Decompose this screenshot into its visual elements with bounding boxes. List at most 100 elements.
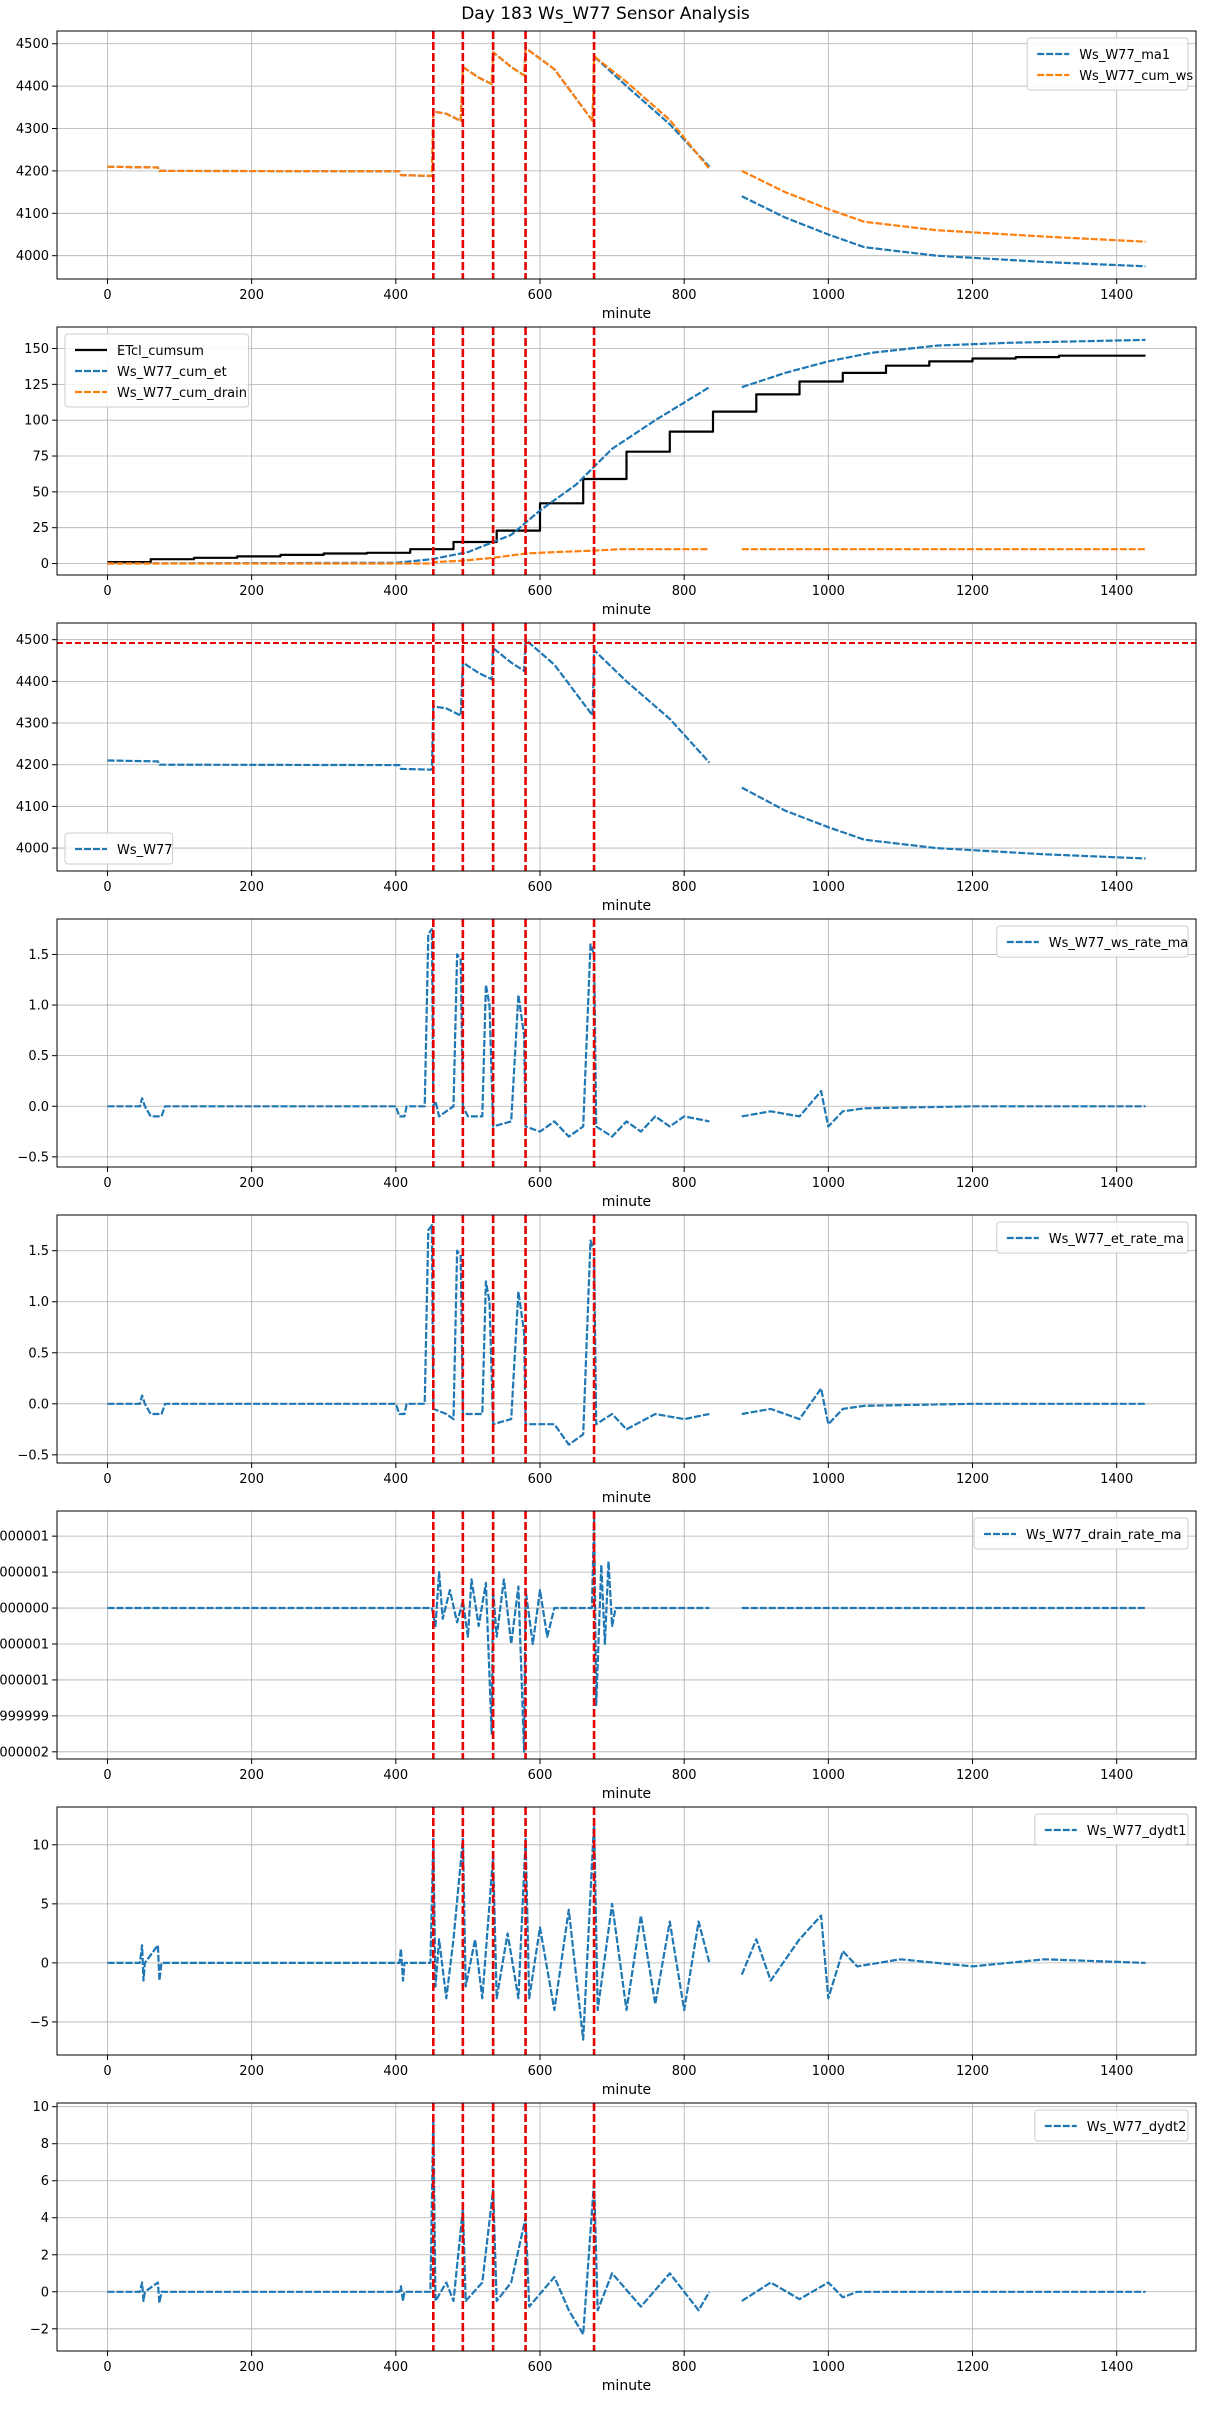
y-tick-label: 4200 xyxy=(16,758,49,773)
plot-frame xyxy=(56,2102,1197,2352)
x-tick-label: 400 xyxy=(383,288,408,303)
y-tick-label: −0.40000000000000002 xyxy=(0,1745,49,1760)
y-tick-label: 25 xyxy=(32,521,49,536)
y-tick-label: −0.5 xyxy=(17,1448,49,1463)
y-tick-label: 10 xyxy=(32,1838,49,1853)
legend-label: Ws_W77_drain_rate_ma xyxy=(1026,1528,1181,1543)
x-tick-label: 1200 xyxy=(956,2064,989,2079)
legend-label: Ws_W77_cum_et xyxy=(117,365,227,380)
x-tick-label: 800 xyxy=(672,2064,697,2079)
subplot-3: 0 200 400 600 800 1000 1200 1400 4000 4100 4200 430… xyxy=(16,622,1197,914)
legend-label: Ws_W77_dydt1 xyxy=(1087,1824,1187,1839)
series-line-Ws_W77 xyxy=(107,638,1146,860)
legend-label: Ws_W77 xyxy=(117,843,173,858)
x-tick-label: 200 xyxy=(239,1768,264,1783)
x-tick-label: 1400 xyxy=(1100,1768,1133,1783)
legend-box xyxy=(64,832,174,865)
x-tick-label: 600 xyxy=(528,1472,553,1487)
x-tick-label: 0 xyxy=(103,1472,111,1487)
x-tick-label: 600 xyxy=(528,288,553,303)
x-axis-label: minute xyxy=(602,2378,651,2394)
series-line-Ws_W77_dydt2 xyxy=(107,2114,1146,2336)
plot-area xyxy=(107,1215,1146,1463)
x-tick-label: 1200 xyxy=(956,1176,989,1191)
legend: Ws_W77_dydt1 xyxy=(1034,1813,1189,1846)
legend-box xyxy=(64,333,250,408)
plot-frame xyxy=(56,918,1197,1168)
x-tick-label: 1400 xyxy=(1100,1176,1133,1191)
plot-area xyxy=(107,2103,1146,2351)
subplot-1: 0 200 400 600 800 1000 1200 1400 4000 4100 4200 430… xyxy=(16,30,1197,322)
legend-box xyxy=(973,1517,1189,1550)
x-tick-label: 1400 xyxy=(1100,880,1133,895)
y-tick-label: 4100 xyxy=(16,207,49,222)
plot-area xyxy=(57,623,1196,871)
y-tick-label: 0.5 xyxy=(28,1049,49,1064)
y-tick-label: 8 xyxy=(41,2137,49,2152)
legend-box xyxy=(1034,1813,1189,1846)
subplot-4: 0 200 400 600 800 1000 1200 1400 −0.5 0.0 0.5 1.0 1.… xyxy=(17,918,1197,1210)
x-tick-label: 800 xyxy=(672,1176,697,1191)
y-tick-label: 4400 xyxy=(16,80,49,95)
x-tick-label: 1400 xyxy=(1100,288,1133,303)
subplot-5: 0 200 400 600 800 1000 1200 1400 −0.5 0.0 0.5 1.0 1.… xyxy=(17,1214,1197,1506)
y-tick-label: 2 xyxy=(41,2248,49,2263)
x-axis-label: minute xyxy=(602,1490,651,1506)
y-tick-label: 100 xyxy=(24,414,49,429)
y-tick-label: 4000 xyxy=(16,249,49,264)
x-axis-label: minute xyxy=(602,602,651,618)
legend-label: Ws_W77_ws_rate_ma xyxy=(1049,936,1188,951)
x-tick-label: 0 xyxy=(103,1768,111,1783)
x-tick-label: 600 xyxy=(528,584,553,599)
subplot-7: 0 200 400 600 800 1000 1200 1400 −5 0 5 10 minute Ws_… xyxy=(30,1806,1197,2098)
plot-frame xyxy=(56,326,1197,576)
legend: Ws_W77_dydt2 xyxy=(1034,2109,1189,2142)
x-tick-label: 1000 xyxy=(812,2360,845,2375)
x-tick-label: 400 xyxy=(383,2064,408,2079)
x-tick-label: 1200 xyxy=(956,584,989,599)
series-line-Ws_W77_dydt1 xyxy=(107,1820,1146,2041)
x-tick-label: 1200 xyxy=(956,1768,989,1783)
subplot-2: 0 200 400 600 800 1000 1200 1400 0 25 50 75 100 125 15… xyxy=(24,326,1197,618)
x-tick-label: 1400 xyxy=(1100,2064,1133,2079)
y-tick-label: 4300 xyxy=(16,717,49,732)
y-tick-label: 4500 xyxy=(16,37,49,52)
y-tick-label: 4100 xyxy=(16,800,49,815)
x-tick-label: 0 xyxy=(103,1176,111,1191)
legend-box xyxy=(996,1221,1189,1254)
y-tick-label: −0.10000000000000001 xyxy=(0,1637,49,1652)
series-line-Ws_W77_cum_ws xyxy=(107,46,1146,243)
y-tick-label: 0 xyxy=(41,1956,49,1971)
x-tick-label: 400 xyxy=(383,1176,408,1191)
x-tick-label: 0 xyxy=(103,2360,111,2375)
y-tick-label: 125 xyxy=(24,378,49,393)
x-tick-label: 200 xyxy=(239,880,264,895)
plot-frame xyxy=(56,30,1197,280)
y-tick-label: 1.0 xyxy=(28,999,49,1014)
legend: Ws_W77_drain_rate_ma xyxy=(973,1517,1189,1550)
x-tick-label: 0 xyxy=(103,880,111,895)
x-tick-label: 0 xyxy=(103,288,111,303)
x-tick-label: 800 xyxy=(672,1768,697,1783)
x-tick-label: 1000 xyxy=(812,2064,845,2079)
x-tick-label: 600 xyxy=(528,2360,553,2375)
x-tick-label: 1200 xyxy=(956,288,989,303)
y-tick-label: −5 xyxy=(30,2015,49,2030)
plot-area xyxy=(107,1807,1146,2055)
plot-frame xyxy=(56,1806,1197,2056)
y-tick-label: 4 xyxy=(41,2211,49,2226)
x-tick-label: 800 xyxy=(672,880,697,895)
legend-label: Ws_W77_cum_ws xyxy=(1079,69,1193,84)
x-tick-label: 1000 xyxy=(812,584,845,599)
x-tick-label: 200 xyxy=(239,2064,264,2079)
x-axis-label: minute xyxy=(602,898,651,914)
y-tick-label: 0 xyxy=(41,2285,49,2300)
y-tick-label: 10 xyxy=(32,2100,49,2115)
plot-area xyxy=(107,31,1146,279)
x-tick-label: 600 xyxy=(528,2064,553,2079)
y-tick-label: 4300 xyxy=(16,122,49,137)
x-tick-label: 1000 xyxy=(812,1768,845,1783)
plot-frame xyxy=(56,1510,1197,1760)
x-tick-label: 1400 xyxy=(1100,584,1133,599)
